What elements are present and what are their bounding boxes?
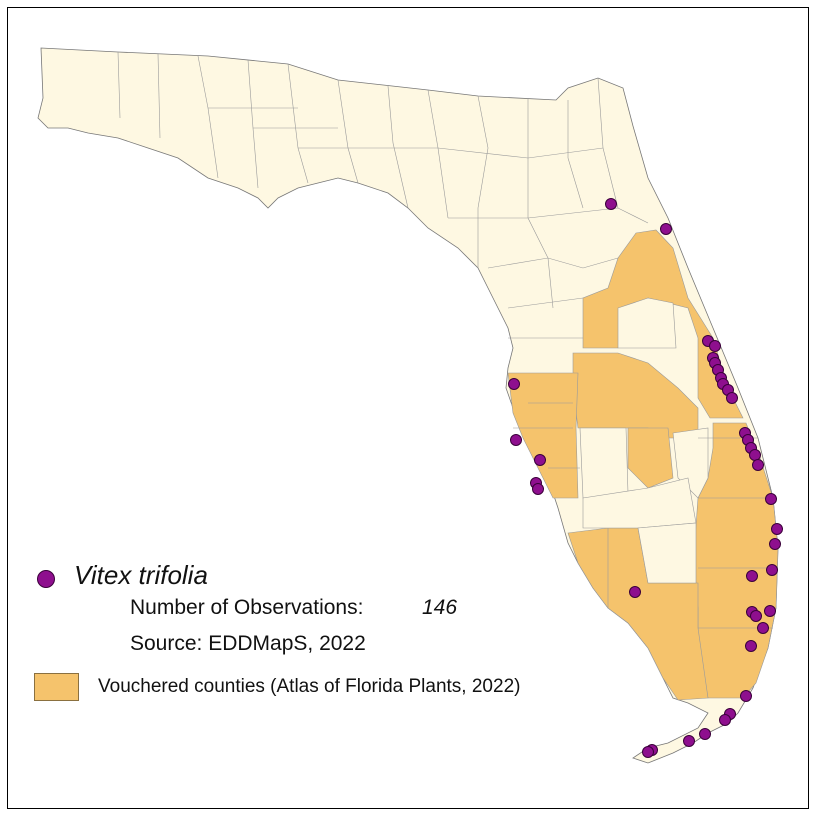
observation-marker [764, 605, 776, 617]
observation-marker [534, 454, 546, 466]
observation-marker [752, 459, 764, 471]
county-hendry [637, 522, 697, 584]
observation-marker [683, 735, 695, 747]
observation-marker [745, 640, 757, 652]
observation-marker [510, 434, 522, 446]
observation-marker [771, 523, 783, 535]
legend-vouchered-swatch [34, 673, 79, 701]
county-lines [117, 51, 778, 629]
vouchered-county-polk [627, 427, 674, 489]
county-orange [617, 297, 677, 349]
legend-observations-value: 146 [422, 596, 458, 619]
map-frame: Vitex trifolia Number of Observations: 1… [7, 7, 809, 809]
florida-map [37, 47, 783, 764]
vouchered-county-gulf [507, 372, 579, 499]
observation-marker [740, 690, 752, 702]
legend-species-name: Vitex trifolia [74, 560, 208, 590]
observation-marker [699, 728, 711, 740]
legend-observations-label: Number of Observations: [130, 596, 364, 619]
observation-marker [766, 564, 778, 576]
observation-marker [749, 449, 761, 461]
observation-marker [746, 570, 758, 582]
observation-marker [757, 622, 769, 634]
legend-vouchered-label: Vouchered counties (Atlas of Florida Pla… [98, 676, 521, 697]
observation-marker [642, 746, 654, 758]
observation-marker [508, 378, 520, 390]
observation-marker [532, 483, 544, 495]
observation-marker [709, 340, 721, 352]
observation-marker [719, 714, 731, 726]
observation-marker [765, 493, 777, 505]
legend-source-label: Source: EDDMapS, 2022 [130, 632, 366, 655]
county-hardee [579, 427, 629, 499]
observation-markers [508, 198, 783, 758]
observation-marker [750, 610, 762, 622]
observation-marker [660, 223, 672, 235]
observation-marker [629, 586, 641, 598]
observation-marker [726, 392, 738, 404]
observation-marker [605, 198, 617, 210]
legend-observation-marker [37, 570, 55, 588]
observation-marker [769, 538, 781, 550]
